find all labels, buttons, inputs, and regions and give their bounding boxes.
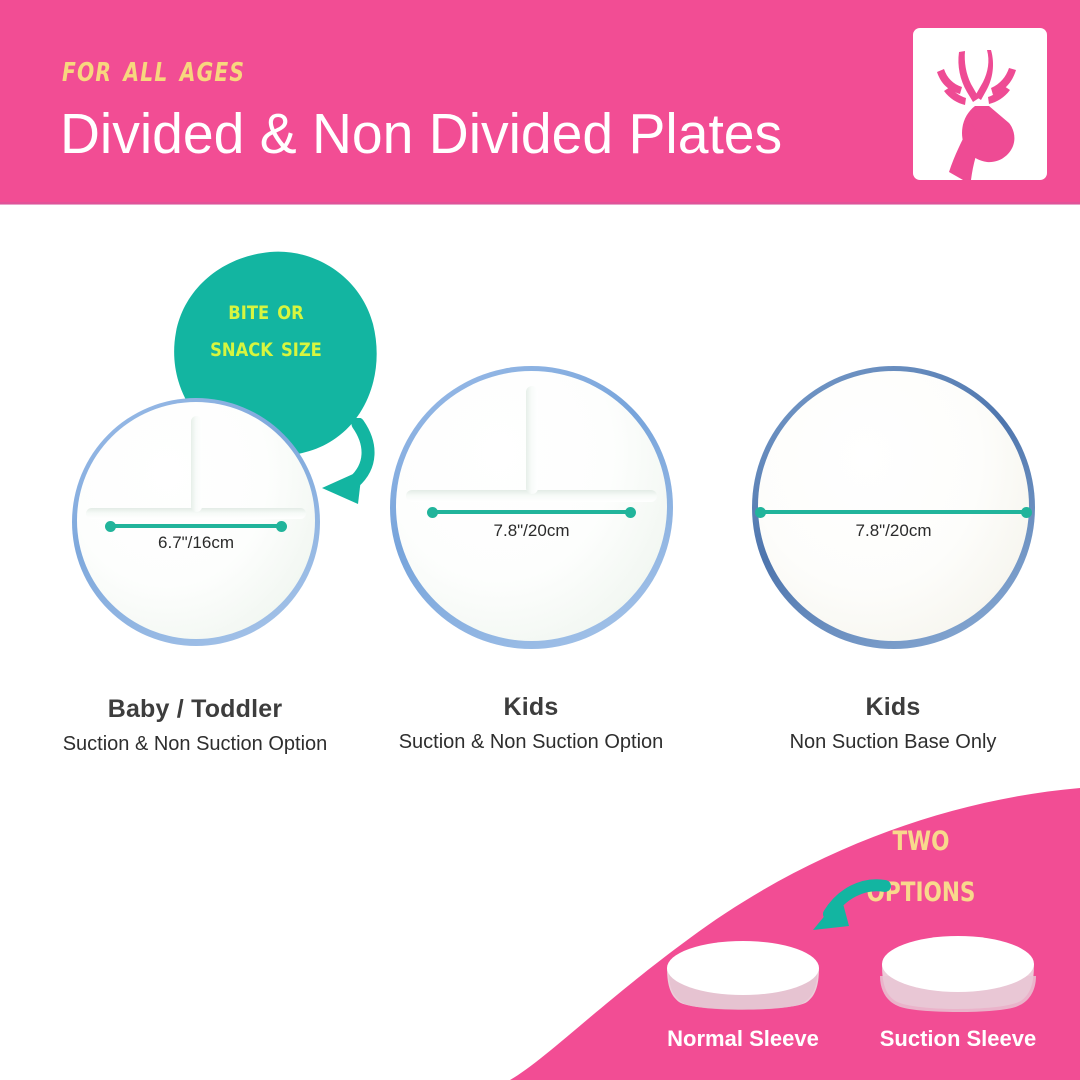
plate-baby-toddler: 6.7"/16cm — [72, 398, 320, 646]
plate-caption-kids-plain: Kids Non Suction Base Only — [703, 693, 1080, 754]
plate-caption-kids-divided: Kids Suction & Non Suction Option — [341, 693, 721, 754]
caption-subtitle: Non Suction Base Only — [789, 731, 997, 753]
plate-sleeve-suction-label: Suction Sleeve — [879, 1026, 1037, 1051]
deer-head-logo-icon — [913, 28, 1047, 180]
plate-sleeve-normal-label: Normal Sleeve — [667, 1026, 819, 1051]
plate-measure-line — [427, 506, 636, 518]
measure-dot-left — [105, 520, 116, 532]
bubble-pointer-arrow-icon — [292, 417, 402, 513]
plate-sleeve-suction-icon — [878, 932, 1038, 1012]
plate-size-label: 7.8"/20cm — [493, 521, 570, 540]
two-options-line-1: Two — [892, 815, 950, 860]
measure-dot-left — [427, 506, 438, 518]
plate-kids-divided: 7.8"/20cm — [390, 366, 673, 649]
plate-caption-baby-toddler: Baby / Toddler Suction & Non Suction Opt… — [5, 695, 385, 756]
measure-dot-right — [625, 506, 636, 518]
plate-sleeve-normal-icon — [663, 938, 823, 1018]
plate-measure-line — [755, 506, 1032, 518]
plate-surface — [758, 371, 1029, 641]
bubble-line-2: Snack Size — [210, 332, 322, 364]
plate-divider-horizontal — [406, 490, 657, 502]
plate-divider-horizontal — [86, 508, 306, 519]
bubble-text: Bite or Snack Size — [173, 292, 359, 367]
header-divider — [0, 202, 1080, 205]
caption-subtitle: Suction & Non Suction Option — [62, 733, 328, 755]
header-eyebrow: For All Ages — [62, 47, 246, 90]
measure-dot-right — [1021, 506, 1032, 518]
registered-trademark-icon: ® — [1026, 158, 1045, 180]
measure-dot-left — [755, 506, 766, 518]
bubble-line-1: Bite or — [228, 295, 304, 326]
header-banner — [0, 0, 1080, 204]
page-title: Divided & Non Divided Plates — [60, 102, 783, 166]
plate-size-label: 7.8"/20cm — [855, 521, 932, 540]
plate-kids-plain: 7.8"/20cm — [752, 366, 1035, 649]
caption-title: Kids — [865, 693, 921, 721]
plate-size-label: 6.7"/16cm — [158, 533, 234, 552]
two-options-arrow-icon — [805, 878, 895, 940]
caption-title: Baby / Toddler — [107, 695, 283, 723]
plate-measure-line — [105, 520, 287, 532]
plate-divider-vertical — [526, 386, 538, 494]
caption-subtitle: Suction & Non Suction Option — [398, 731, 664, 753]
measure-dot-right — [276, 520, 287, 532]
caption-title: Kids — [503, 693, 559, 721]
plate-divider-vertical — [191, 416, 202, 512]
